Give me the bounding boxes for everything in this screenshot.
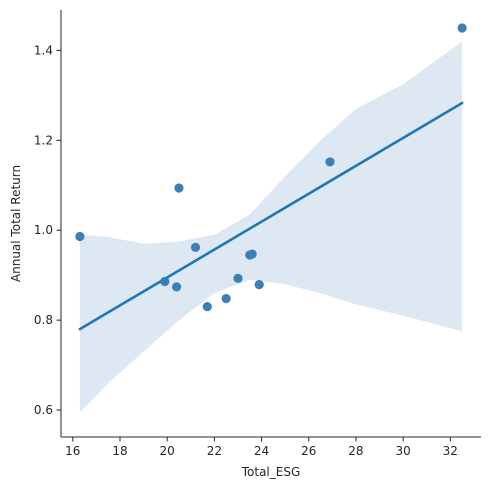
scatter-point xyxy=(457,23,467,33)
scatter-point xyxy=(172,282,182,292)
x-tick-label: 18 xyxy=(112,444,127,458)
x-ticks: 16 18 20 22 24 26 28 30 32 xyxy=(65,437,458,458)
scatter-point xyxy=(233,273,243,283)
y-ticks: 0.6 0.8 1.0 1.2 1.4 xyxy=(34,43,61,417)
y-axis-label: Annual Total Return xyxy=(9,165,23,282)
y-tick-label: 0.8 xyxy=(34,313,53,327)
x-tick-label: 22 xyxy=(207,444,222,458)
scatter-point xyxy=(202,302,212,312)
scatter-point xyxy=(174,183,184,193)
confidence-band xyxy=(79,41,463,413)
scatter-point xyxy=(190,242,201,252)
scatter-point xyxy=(160,276,170,287)
scatter-point xyxy=(254,280,264,290)
y-tick-label: 1.4 xyxy=(34,43,53,57)
y-tick-label: 1.2 xyxy=(34,133,53,147)
y-tick-label: 0.6 xyxy=(34,403,53,417)
scatter-point xyxy=(75,231,85,242)
x-tick-label: 26 xyxy=(301,444,316,458)
y-tick-label: 1.0 xyxy=(34,223,53,237)
x-tick-label: 24 xyxy=(254,444,269,458)
regression-line-layer xyxy=(78,101,464,331)
scatter-point xyxy=(247,249,257,259)
x-tick-label: 16 xyxy=(65,444,80,458)
regression-line xyxy=(78,101,464,331)
x-axis-label: Total_ESG xyxy=(241,465,301,479)
x-tick-label: 32 xyxy=(443,444,458,458)
confidence-band-layer xyxy=(79,41,463,413)
x-tick-label: 30 xyxy=(395,444,410,458)
x-tick-label: 28 xyxy=(348,444,363,458)
x-tick-label: 20 xyxy=(160,444,175,458)
scatter-point xyxy=(325,157,335,167)
scatter-points-layer xyxy=(75,23,467,312)
scatter-point xyxy=(221,293,231,304)
axes-layer xyxy=(60,10,481,438)
